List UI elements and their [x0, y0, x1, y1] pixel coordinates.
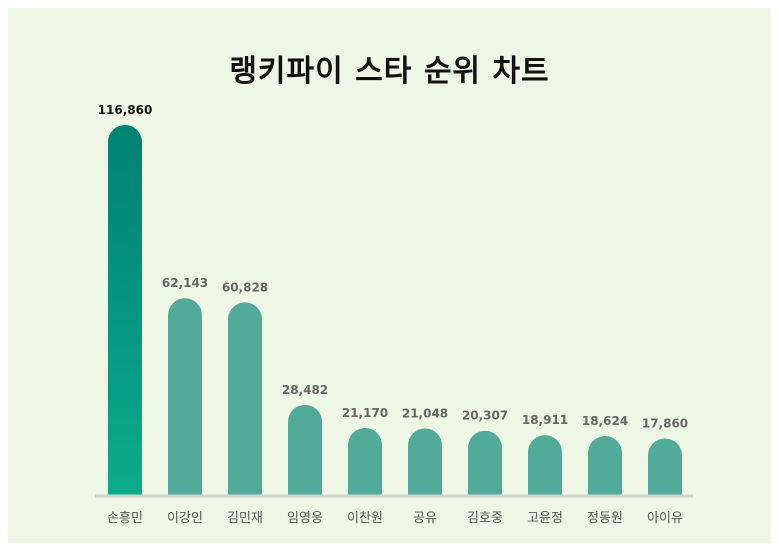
value-label-10: 17,860	[642, 416, 688, 430]
category-label-7: 김호중	[467, 511, 503, 526]
bar-9	[588, 436, 622, 495]
bar-6	[408, 428, 442, 495]
bar-5	[348, 427, 382, 495]
value-label-3: 60,828	[222, 280, 268, 294]
category-label-6: 공유	[413, 511, 437, 526]
bar-4	[288, 404, 322, 495]
value-label-9: 18,624	[582, 414, 628, 428]
category-label-1: 손흥민	[107, 511, 143, 526]
value-label-8: 18,911	[522, 413, 568, 427]
value-label-6: 21,048	[402, 406, 448, 420]
value-label-1: 116,860	[98, 103, 153, 117]
bar-10	[648, 438, 682, 495]
bar-2	[168, 298, 202, 495]
bar-3	[228, 302, 262, 495]
bar-7	[468, 430, 502, 495]
category-label-9: 정동원	[587, 511, 623, 526]
category-label-2: 이강인	[167, 511, 203, 526]
bar-1	[108, 125, 142, 495]
category-label-5: 이찬원	[347, 511, 383, 526]
value-label-5: 21,170	[342, 406, 388, 420]
value-labels-group: 116,860 62,143 60,828 28,482 21,170 21,048 20,…	[98, 103, 688, 430]
category-labels-group: 손흥민 이강인 김민재 임영웅 이찬원 공유 김호중 고윤정 정동원 아이유	[107, 511, 683, 526]
bar-8	[528, 435, 562, 495]
category-label-4: 임영웅	[287, 511, 323, 526]
category-label-10: 아이유	[647, 511, 683, 526]
category-label-8: 고윤정	[527, 511, 563, 526]
value-label-4: 28,482	[282, 383, 328, 397]
value-label-7: 20,307	[462, 409, 508, 423]
category-label-3: 김민재	[227, 511, 263, 526]
value-label-2: 62,143	[162, 276, 208, 290]
chart-title: 랭키파이 스타 순위 차트	[229, 54, 550, 89]
bars-group	[108, 125, 682, 495]
